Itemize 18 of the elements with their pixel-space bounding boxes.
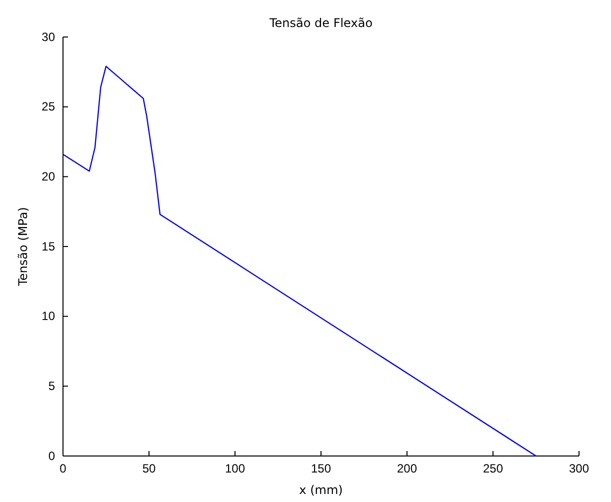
y-axis-title: Tensão (MPa) — [16, 207, 30, 287]
line-series — [62, 66, 537, 457]
chart-title: Tensão de Flexão — [268, 16, 373, 30]
x-axis-title: x (mm) — [299, 483, 343, 497]
x-tick-label: 100 — [224, 462, 246, 476]
y-tick-label: 0 — [48, 448, 56, 463]
x-tick-label: 0 — [60, 462, 67, 476]
y-tick-label: 5 — [48, 379, 56, 394]
x-tick-label: 50 — [142, 462, 156, 476]
x-tick-label: 200 — [396, 462, 418, 476]
y-tick-label: 25 — [42, 100, 56, 114]
y-tick-label: 10 — [42, 309, 56, 324]
x-tick-label: 300 — [568, 462, 590, 476]
y-tick-label: 15 — [42, 239, 56, 254]
x-tick-label: 150 — [310, 462, 332, 476]
y-tick-label: 20 — [42, 170, 56, 184]
y-tick-label: 30 — [42, 30, 56, 44]
x-tick-label: 250 — [482, 462, 504, 476]
